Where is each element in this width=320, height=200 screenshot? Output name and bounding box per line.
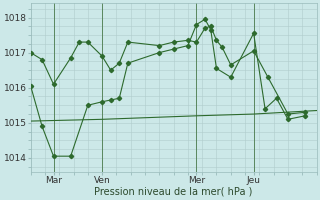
X-axis label: Pression niveau de la mer( hPa ): Pression niveau de la mer( hPa ) <box>94 187 253 197</box>
